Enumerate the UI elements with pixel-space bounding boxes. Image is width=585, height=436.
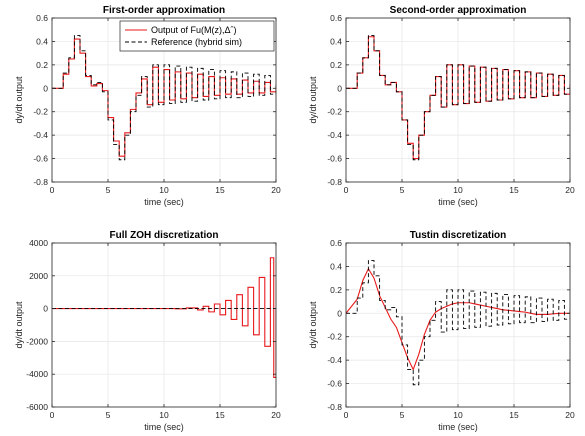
y-axis-label: dy/dt output — [14, 301, 24, 349]
y-tick-label: -0.6 — [327, 379, 342, 389]
y-axis-label: dy/dt output — [308, 301, 318, 349]
x-tick-label: 15 — [215, 410, 225, 420]
y-tick-label: -0.2 — [33, 107, 48, 117]
x-tick-label: 20 — [271, 185, 281, 195]
series-line-output — [346, 267, 570, 371]
y-tick-label: 0.4 — [330, 261, 342, 271]
x-axis-label: time (sec) — [438, 422, 478, 432]
x-tick-label: 0 — [50, 185, 55, 195]
subplot-title: Second-order approximation — [390, 5, 527, 16]
y-tick-label: 2000 — [29, 271, 48, 281]
x-axis-label: time (sec) — [438, 197, 478, 207]
y-axis-label: dy/dt output — [308, 76, 318, 124]
subplot-title: First-order approximation — [103, 5, 225, 16]
x-axis-label: time (sec) — [144, 197, 184, 207]
y-tick-label: 0.4 — [330, 36, 342, 46]
x-tick-label: 5 — [106, 185, 111, 195]
y-tick-label: 0 — [43, 83, 48, 93]
y-tick-label: -2000 — [26, 336, 48, 346]
y-tick-label: 0 — [337, 83, 342, 93]
y-tick-label: 0.6 — [36, 13, 48, 23]
y-tick-label: -0.2 — [327, 107, 342, 117]
x-tick-label: 0 — [50, 410, 55, 420]
x-tick-label: 10 — [453, 410, 463, 420]
x-tick-label: 5 — [400, 410, 405, 420]
y-tick-label: -0.2 — [327, 332, 342, 342]
y-axis-label: dy/dt output — [14, 76, 24, 124]
y-tick-label: -6000 — [26, 402, 48, 412]
series-line-output — [52, 257, 276, 379]
legend: Output of Fu(M(z),Δˆ) Reference (hybrid s… — [119, 20, 275, 52]
subplot-title: Full ZOH discretization — [110, 230, 219, 241]
subplot-4: 0 5 10 15 20 -0.8 -0.6 -0.4 -0.2 0 0.2 0.4 0.6 Tustin… — [308, 230, 575, 432]
subplot-title: Tustin discretization — [410, 230, 507, 241]
x-tick-label: 20 — [271, 410, 281, 420]
y-tick-label: -0.8 — [327, 402, 342, 412]
y-tick-label: -0.6 — [327, 154, 342, 164]
x-tick-label: 20 — [565, 410, 575, 420]
x-tick-label: 0 — [344, 185, 349, 195]
x-tick-label: 10 — [159, 185, 169, 195]
x-tick-label: 5 — [400, 185, 405, 195]
x-tick-label: 10 — [453, 185, 463, 195]
x-tick-label: 0 — [344, 410, 349, 420]
y-tick-label: 0.6 — [330, 13, 342, 23]
subplot-2: 0 5 10 15 20 -0.8 -0.6 -0.4 -0.2 0 0.2 0.4 0.6 Second… — [308, 5, 575, 207]
y-tick-label: 0.2 — [36, 60, 48, 70]
y-tick-label: 4000 — [29, 238, 48, 248]
legend-box — [119, 20, 275, 52]
subplot-1: 0 5 10 15 20 -0.8 -0.6 -0.4 -0.2 0 0.2 0.4 0.6 First-… — [14, 5, 281, 207]
legend-label-reference: Reference (hybrid sim) — [151, 37, 242, 47]
y-tick-label: -0.4 — [327, 355, 342, 365]
y-tick-label: -0.8 — [33, 177, 48, 187]
x-tick-label: 10 — [159, 410, 169, 420]
y-tick-label: -0.4 — [327, 130, 342, 140]
y-tick-label: -0.6 — [33, 154, 48, 164]
series-line-reference — [346, 35, 570, 161]
y-tick-label: -0.4 — [33, 130, 48, 140]
x-tick-label: 15 — [509, 410, 519, 420]
legend-label-output: Output of Fu(M(z),Δˆ) — [151, 25, 237, 35]
y-tick-label: -4000 — [26, 369, 48, 379]
subplot-3: 0 5 10 15 20 -6000 -4000 -2000 0 2000 4000 Full ZOH… — [14, 230, 281, 432]
x-tick-label: 15 — [215, 185, 225, 195]
x-axis-label: time (sec) — [144, 422, 184, 432]
y-tick-label: 0.6 — [330, 238, 342, 248]
series-line-reference — [52, 35, 276, 161]
x-tick-label: 5 — [106, 410, 111, 420]
series-line-reference — [346, 260, 570, 386]
y-tick-label: 0 — [337, 308, 342, 318]
y-tick-label: -0.8 — [327, 177, 342, 187]
y-tick-label: 0 — [43, 304, 48, 314]
y-tick-label: 0.2 — [330, 285, 342, 295]
y-tick-label: 0.4 — [36, 36, 48, 46]
x-tick-label: 15 — [509, 185, 519, 195]
y-tick-label: 0.2 — [330, 60, 342, 70]
x-tick-label: 20 — [565, 185, 575, 195]
